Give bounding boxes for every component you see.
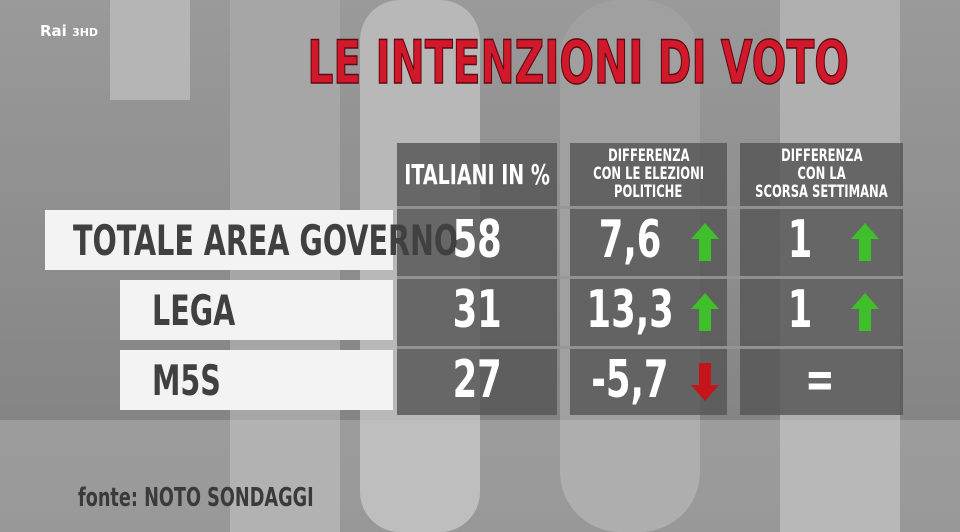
header-line: ITALIANI IN %	[404, 158, 550, 192]
arrow-up	[691, 293, 719, 331]
cell-value: 58	[452, 210, 502, 270]
arrow-shape	[851, 293, 879, 331]
column-header: ITALIANI IN %	[397, 143, 557, 207]
row-label-box: TOTALE AREA GOVERNO	[45, 210, 458, 270]
channel-logo: Rai 3HD	[40, 22, 98, 40]
source: fonte: NOTO SONDAGGI	[78, 483, 314, 513]
bg-shape	[0, 420, 960, 532]
value-cell: 1	[740, 280, 860, 340]
arrow-down	[691, 363, 719, 401]
row-label: LEGA	[152, 285, 236, 335]
value-cell: 27	[397, 350, 557, 410]
column-bg	[740, 143, 903, 415]
value-cell: =	[740, 350, 900, 410]
header-line: DIFFERENZA	[607, 146, 690, 167]
title-box: LE INTENZIONI DI VOTO	[180, 27, 850, 99]
value-cell: 13,3	[570, 280, 690, 340]
arrow-up	[851, 293, 879, 331]
header-line: CON LA	[797, 164, 846, 185]
header-line: CON LE ELEZIONI	[593, 164, 704, 185]
value-cell: -5,7	[570, 350, 690, 410]
bg-shape	[110, 0, 190, 100]
arrow-up	[851, 223, 879, 261]
value-cell: 1	[740, 210, 860, 270]
header-line: DIFFERENZA	[780, 146, 863, 167]
cell-value: =	[805, 350, 835, 410]
value-cell: 7,6	[570, 210, 690, 270]
column-header: DIFFERENZA CON LE ELEZIONI POLITICHE	[570, 143, 727, 207]
row-label: TOTALE AREA GOVERNO	[73, 215, 459, 265]
cell-value: -5,7	[591, 350, 669, 410]
source-box: fonte: NOTO SONDAGGI	[78, 480, 425, 516]
arrow-shape	[691, 293, 719, 331]
value-cell: 58	[397, 210, 557, 270]
cell-value: 7,6	[598, 210, 662, 270]
column-header: DIFFERENZA CON LA SCORSA SETTIMANA	[740, 143, 903, 207]
row-label: M5S	[152, 355, 221, 405]
column-bg	[397, 143, 557, 415]
row-label-box: LEGA	[120, 280, 393, 340]
cell-value: 27	[452, 350, 502, 410]
cell-value: 1	[787, 210, 813, 270]
header-line: POLITICHE	[614, 181, 683, 202]
title: LE INTENZIONI DI VOTO	[307, 27, 850, 99]
cell-value: 31	[452, 280, 502, 340]
arrow-shape	[691, 223, 719, 261]
arrow-shape	[851, 223, 879, 261]
cell-value: 13,3	[586, 280, 674, 340]
arrow-up	[691, 223, 719, 261]
row-label-box: M5S	[120, 350, 393, 410]
logo-channel: 3HD	[72, 26, 99, 39]
cell-value: 1	[787, 280, 813, 340]
logo-brand: Rai	[40, 22, 67, 40]
row-separator	[397, 276, 903, 279]
value-cell: 31	[397, 280, 557, 340]
row-separator	[397, 206, 903, 209]
row-separator	[397, 346, 903, 349]
header-line: SCORSA SETTIMANA	[755, 181, 888, 202]
arrow-shape	[691, 363, 719, 401]
